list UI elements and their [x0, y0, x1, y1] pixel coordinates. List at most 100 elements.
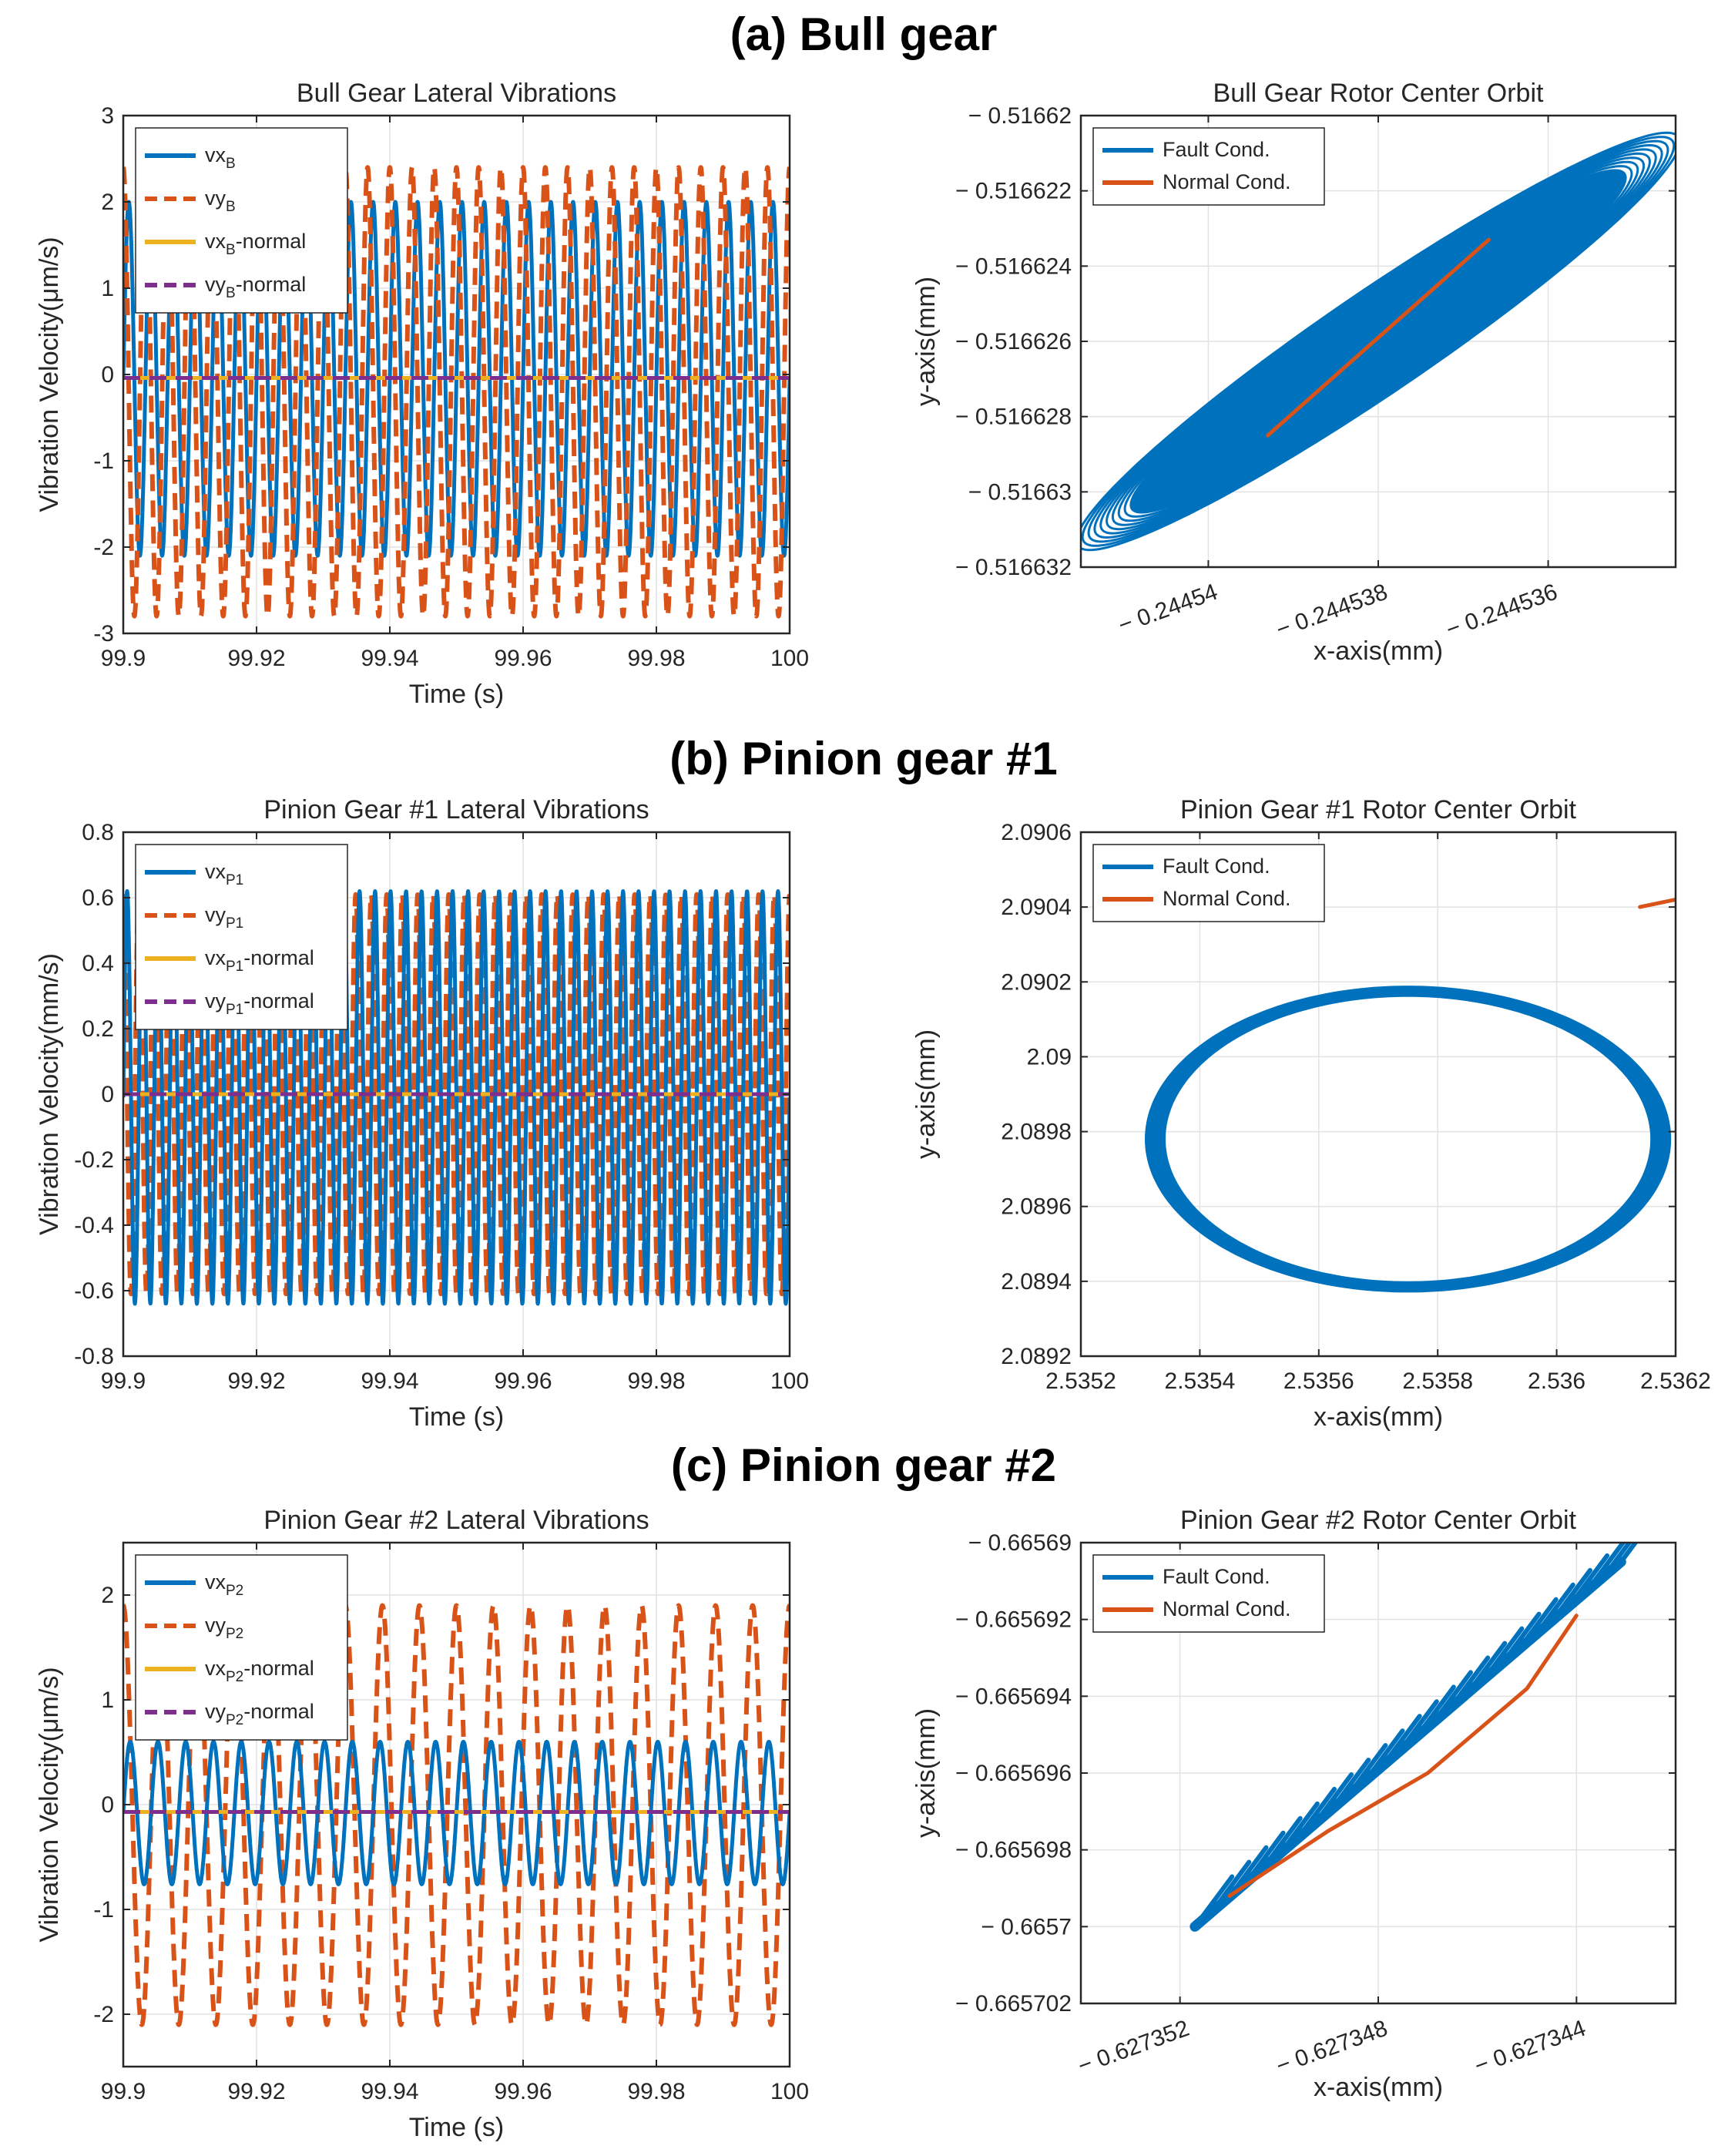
y-tick-label: − 0.516626	[955, 329, 1072, 354]
y-tick-label: 0.2	[82, 1016, 114, 1042]
legend-label-subscript: P1	[226, 959, 243, 975]
pinion1-orbit-plot: 2.5352 2.5354 2.5356 2.5358 2.536 2.5362 2.089…	[911, 795, 1711, 1432]
y-tick-label: − 0.516624	[955, 254, 1072, 279]
y-tick-label: 0.8	[82, 820, 114, 845]
y-tick-label: − 0.516622	[955, 179, 1072, 204]
legend-label-subscript: B	[226, 156, 236, 172]
y-tick-label: 2	[101, 1583, 114, 1608]
legend-label-subscript: P1	[226, 1002, 243, 1018]
x-tick-label: 99.9	[101, 2079, 146, 2104]
axes-box	[1079, 831, 1677, 1358]
legend-label-base: vy	[205, 1700, 226, 1723]
legend-box	[1092, 844, 1325, 922]
y-tick-label: 0	[101, 1082, 114, 1107]
x-axis-label: x-axis(mm)	[1314, 2073, 1443, 2102]
legend-label-base: vy	[205, 186, 226, 210]
legend-box	[135, 844, 348, 1030]
bull-orbit-plot: − 0.24454 − 0.244538 − 0.244536 − 0.516632 −…	[911, 79, 1677, 666]
legend-label-base: vx	[205, 1657, 226, 1680]
legend-label-base: vy	[205, 273, 226, 296]
x-tick-label: − 0.627352	[1075, 2016, 1193, 2080]
y-tick-label: 0	[101, 1792, 114, 1818]
legend-label-subscript: B	[226, 242, 236, 258]
x-tick-label: 99.94	[361, 2079, 418, 2104]
x-tick-label: 2.5362	[1640, 1368, 1711, 1394]
legend-label: Fault Cond.	[1163, 855, 1270, 878]
y-tick-label: -2	[93, 2002, 114, 2027]
legend-box	[135, 1554, 348, 1741]
x-tick-label: 2.5352	[1045, 1368, 1116, 1394]
pinion2-orbit-plot: − 0.627352 − 0.627348 − 0.627344 − 0.665702…	[911, 1506, 1677, 2102]
y-axis-label: y-axis(mm)	[911, 277, 941, 406]
y-tick-label: 2.0894	[1001, 1269, 1072, 1295]
y-axis-label: Vibration Velocity(μm/s)	[35, 1667, 64, 1942]
legend-label: vyP2-normal	[205, 1700, 314, 1728]
plot-title: Pinion Gear #1 Lateral Vibrations	[263, 795, 649, 824]
legend-label-subscript: B	[226, 285, 236, 301]
legend-label-suffix: -normal	[236, 273, 307, 296]
legend-label: vxP2-normal	[205, 1657, 314, 1685]
series-group	[1081, 131, 1676, 552]
bull-vibration-plot: 99.9 99.92 99.94 99.96 99.98 100 -3 -2 -1 0 1 2 3 Bul…	[35, 79, 809, 709]
x-tick-label: − 0.627344	[1471, 2016, 1589, 2080]
legend-label-suffix: -normal	[243, 1700, 314, 1723]
y-tick-label: − 0.516632	[955, 555, 1072, 580]
y-axis-label: y-axis(mm)	[911, 1708, 941, 1838]
y-tick-label: -2	[93, 535, 114, 560]
legend-label: vyP2	[205, 1614, 243, 1642]
y-tick-label: 1	[101, 276, 114, 301]
y-tick-label: -3	[93, 621, 114, 646]
y-tick-label: 2	[101, 190, 114, 215]
y-axis-label: Vibration Velocity(mm/s)	[35, 953, 64, 1235]
plot-title: Bull Gear Lateral Vibrations	[297, 79, 616, 108]
section-title-a: (a) Bull gear	[730, 8, 998, 60]
series-normal-cond-	[1227, 1614, 1579, 1898]
legend-label-suffix: -normal	[243, 1657, 314, 1680]
legend-label: Normal Cond.	[1163, 170, 1291, 193]
legend-label: vyB-normal	[205, 273, 306, 301]
x-tick-label: 99.98	[627, 646, 685, 671]
x-tick-label: 2.5354	[1165, 1368, 1236, 1394]
y-tick-label: 2.0896	[1001, 1194, 1072, 1220]
x-axis-label: Time (s)	[409, 2113, 504, 2142]
x-tick-label: 2.536	[1528, 1368, 1585, 1394]
x-tick-label: − 0.244538	[1273, 579, 1391, 643]
series-fault-cond--loop	[1106, 152, 1651, 531]
legend-label: vxB-normal	[205, 230, 306, 258]
x-tick-label: 2.5358	[1402, 1368, 1473, 1394]
series-fault-cond-	[1193, 1543, 1639, 1929]
legend-label-subscript: P1	[226, 915, 243, 932]
legend-label: vxP2	[205, 1570, 243, 1599]
legend-box	[1092, 127, 1325, 206]
y-tick-label: − 0.665696	[955, 1761, 1072, 1786]
x-tick-label: 100	[770, 2079, 809, 2104]
legend-label-base: vx	[205, 143, 226, 166]
series-group	[1145, 897, 1676, 1293]
x-tick-label: 99.98	[627, 1368, 685, 1394]
legend-label: vyB	[205, 186, 236, 215]
legend-label-base: vx	[205, 946, 226, 969]
series-fault-cond--loop	[1081, 131, 1676, 552]
section-title-b: (b) Pinion gear #1	[669, 733, 1057, 784]
y-tick-label: − 0.51662	[968, 103, 1072, 129]
y-tick-label: 0	[101, 362, 114, 388]
y-tick-label: 3	[101, 103, 114, 129]
y-tick-label: 2.0892	[1001, 1344, 1072, 1369]
legend-label-base: vx	[205, 1570, 226, 1593]
y-tick-label: -0.2	[74, 1147, 114, 1173]
legend-label-subscript: P2	[226, 1712, 243, 1728]
series-normal-cond-	[1266, 237, 1491, 438]
legend-label-base: vy	[205, 903, 226, 926]
x-tick-label: 99.92	[227, 646, 285, 671]
y-tick-label: 2.0902	[1001, 969, 1072, 995]
x-tick-label: − 0.244536	[1443, 579, 1561, 643]
plot-title: Pinion Gear #1 Rotor Center Orbit	[1180, 795, 1577, 824]
legend-label-suffix: -normal	[243, 989, 314, 1013]
legend-box	[1092, 1554, 1325, 1633]
y-tick-label: − 0.665694	[955, 1684, 1072, 1709]
y-tick-label: − 0.6657	[981, 1914, 1072, 1939]
y-tick-label: − 0.665702	[955, 1991, 1072, 2017]
series-group	[1189, 1543, 1639, 1932]
y-tick-label: − 0.66569	[968, 1530, 1072, 1556]
